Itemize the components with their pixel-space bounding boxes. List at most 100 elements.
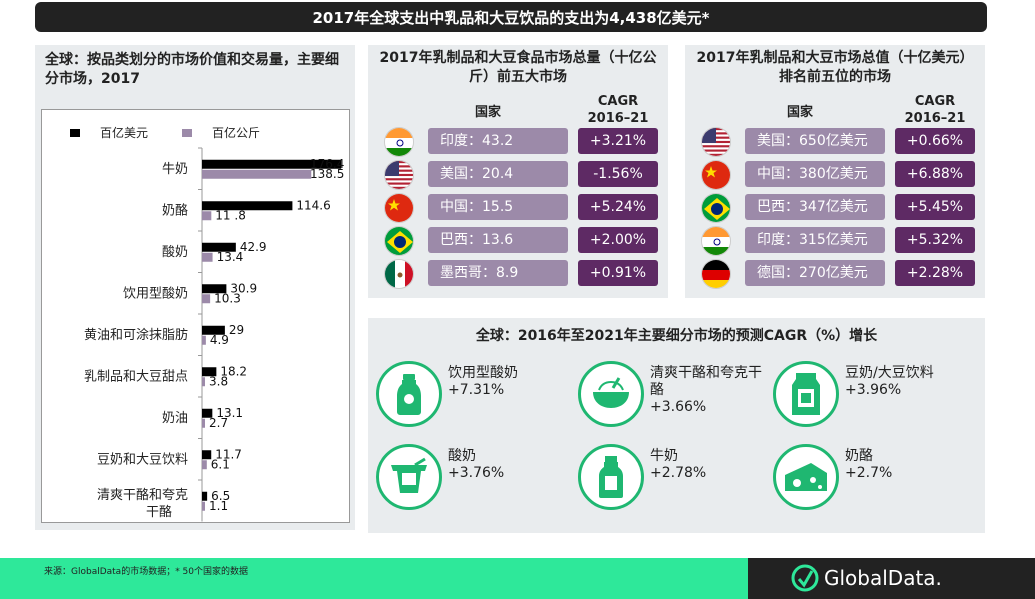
data-label-usd: 11.7 — [215, 447, 242, 461]
cagr-value: +6.88% — [895, 161, 975, 187]
market-row: 美国：20.4 -1.56% — [368, 160, 668, 190]
page-title: 2017年全球支出中乳品和大豆饮品的支出为4,438亿美元* — [35, 2, 987, 32]
bar-kg — [202, 377, 205, 387]
brazil-flag-icon — [384, 226, 414, 256]
soy-milk-carton-icon — [773, 361, 839, 427]
growth-item-name: 豆奶/大豆饮料 — [845, 365, 934, 381]
growth-item-value: +7.31% — [448, 382, 505, 398]
category-label: 饮用型酸奶 — [123, 286, 188, 301]
category-label: 酸奶 — [162, 245, 188, 260]
cheese-icon — [773, 444, 839, 510]
value-panel-title: 2017年乳制品和大豆市场总值（十亿美元）排名前五位的市场 — [696, 50, 974, 85]
country-name: 巴西：347亿美元 — [745, 194, 885, 220]
cagr-value: +0.91% — [578, 260, 658, 286]
growth-item-value: +2.7% — [845, 465, 893, 481]
chart-panel-title: 全球：按品类划分的市场价值和交易量，主要细分市场，2017 — [45, 52, 339, 87]
bar-usd — [202, 491, 208, 501]
growth-item-name: 牛奶 — [650, 448, 678, 464]
data-label-kg: 4.9 — [210, 333, 229, 347]
bar-kg — [202, 335, 206, 345]
growth-item-yogurt: 酸奶 +3.76% — [376, 444, 566, 514]
cagr-value: +0.66% — [895, 128, 975, 154]
country-name: 美国：650亿美元 — [745, 128, 885, 154]
growth-item-name: 饮用型酸奶 — [448, 365, 518, 381]
category-label: 乳制品和大豆甜点 — [84, 368, 188, 384]
legend-item-usd: 百亿美元 — [70, 124, 148, 141]
growth-item-value: +3.76% — [448, 465, 505, 481]
category-label: 黄油和可涂抹脂肪 — [84, 327, 188, 343]
cagr-value: +2.00% — [578, 227, 658, 253]
bar-kg — [202, 501, 205, 511]
milk-bottle-icon — [578, 444, 644, 510]
data-label-kg: 6.1 — [211, 457, 230, 471]
usa-flag-icon — [384, 160, 414, 190]
cagr-value: +2.28% — [895, 260, 975, 286]
bar-kg — [202, 294, 211, 304]
bar-usd — [202, 367, 217, 377]
india-flag-icon — [384, 127, 414, 157]
logo-text: GlobalData. — [824, 566, 942, 590]
footer-source-text: 来源：GlobalData的市场数据；* 50个国家的数据 — [44, 567, 249, 577]
legend-label-kg: 百亿公斤 — [212, 126, 261, 140]
value-col-cagr: CAGR 2016–21 — [904, 94, 966, 126]
volume-col-country: 国家 — [474, 105, 501, 120]
cagr-value: -1.56% — [578, 161, 658, 187]
cagr-value: +5.24% — [578, 194, 658, 220]
data-label-usd: 30.9 — [230, 281, 257, 295]
data-label-kg: 10.3 — [214, 291, 241, 305]
category-label: 奶酪 — [162, 202, 188, 218]
brazil-flag-icon — [701, 193, 731, 223]
market-row: 印度：315亿美元 +5.32% — [685, 226, 985, 256]
country-name: 巴西：13.6 — [428, 227, 568, 253]
volume-panel-title: 2017年乳制品和大豆食品市场总量（十亿公斤）前五大市场 — [379, 50, 657, 85]
globaldata-logo[interactable]: GlobalData. — [790, 563, 942, 593]
data-label-kg: 1.1 — [209, 499, 228, 513]
data-label-usd: 176.4 — [310, 157, 344, 171]
mexico-flag-icon — [384, 259, 414, 289]
growth-item-name: 清爽干酪和夸克干酪 — [650, 365, 762, 398]
value-top5-panel: 2017年乳制品和大豆市场总值（十亿美元）排名前五位的市场 国家 CAGR 20… — [685, 45, 985, 298]
country-name: 印度：43.2 — [428, 128, 568, 154]
bar-usd — [202, 159, 342, 169]
category-label: 牛奶 — [162, 162, 188, 177]
growth-item-fromage-frais: 清爽干酪和夸克干酪 +3.66% — [578, 361, 768, 431]
usa-flag-icon — [701, 127, 731, 157]
yogurt-cup-icon — [376, 444, 442, 510]
bar-kg — [202, 252, 213, 262]
china-flag-icon — [701, 160, 731, 190]
country-name: 印度：315亿美元 — [745, 227, 885, 253]
country-name: 美国：20.4 — [428, 161, 568, 187]
volume-top5-panel: 2017年乳制品和大豆食品市场总量（十亿公斤）前五大市场 国家 CAGR 201… — [368, 45, 668, 298]
growth-item-name: 奶酪 — [845, 448, 873, 464]
legend-swatch-kg — [182, 128, 192, 137]
growth-item-drinking-yogurt: 饮用型酸奶 +7.31% — [376, 361, 566, 431]
cagr-value: +5.32% — [895, 227, 975, 253]
country-name: 墨西哥：8.9 — [428, 260, 568, 286]
country-name: 德国：270亿美元 — [745, 260, 885, 286]
data-label-kg: 138.5 — [310, 167, 344, 181]
drinking-yogurt-bottle-icon — [376, 361, 442, 427]
category-label: 奶油 — [162, 411, 188, 426]
market-row: 印度：43.2 +3.21% — [368, 127, 668, 157]
growth-item-soy-milk: 豆奶/大豆饮料 +3.96% — [773, 361, 963, 431]
data-label-usd: 114.6 — [296, 198, 330, 212]
india-flag-icon — [701, 226, 731, 256]
data-label-usd: 42.9 — [240, 240, 267, 254]
growth-cagr-panel: 全球：2016年至2021年主要细分市场的预测CAGR（%）增长 饮用型酸奶 +7… — [368, 318, 985, 533]
cagr-value: +5.45% — [895, 194, 975, 220]
category-label: 豆奶和大豆饮料 — [97, 452, 188, 467]
globaldata-logo-icon — [791, 564, 819, 592]
data-label-usd: 13.1 — [216, 406, 243, 420]
market-row: 德国：270亿美元 +2.28% — [685, 259, 985, 289]
bar-kg — [202, 418, 205, 428]
growth-item-milk: 牛奶 +2.78% — [578, 444, 768, 514]
country-name: 中国：15.5 — [428, 194, 568, 220]
bar-kg — [202, 211, 212, 221]
data-label-kg: 11 .8 — [215, 208, 246, 222]
value-col-country: 国家 — [786, 105, 813, 120]
germany-flag-icon — [701, 259, 731, 289]
category-label: 清爽干酪和夸克干酪 — [97, 487, 188, 520]
market-row: 美国：650亿美元 +0.66% — [685, 127, 985, 157]
volume-col-cagr: CAGR 2016–21 — [587, 94, 649, 126]
